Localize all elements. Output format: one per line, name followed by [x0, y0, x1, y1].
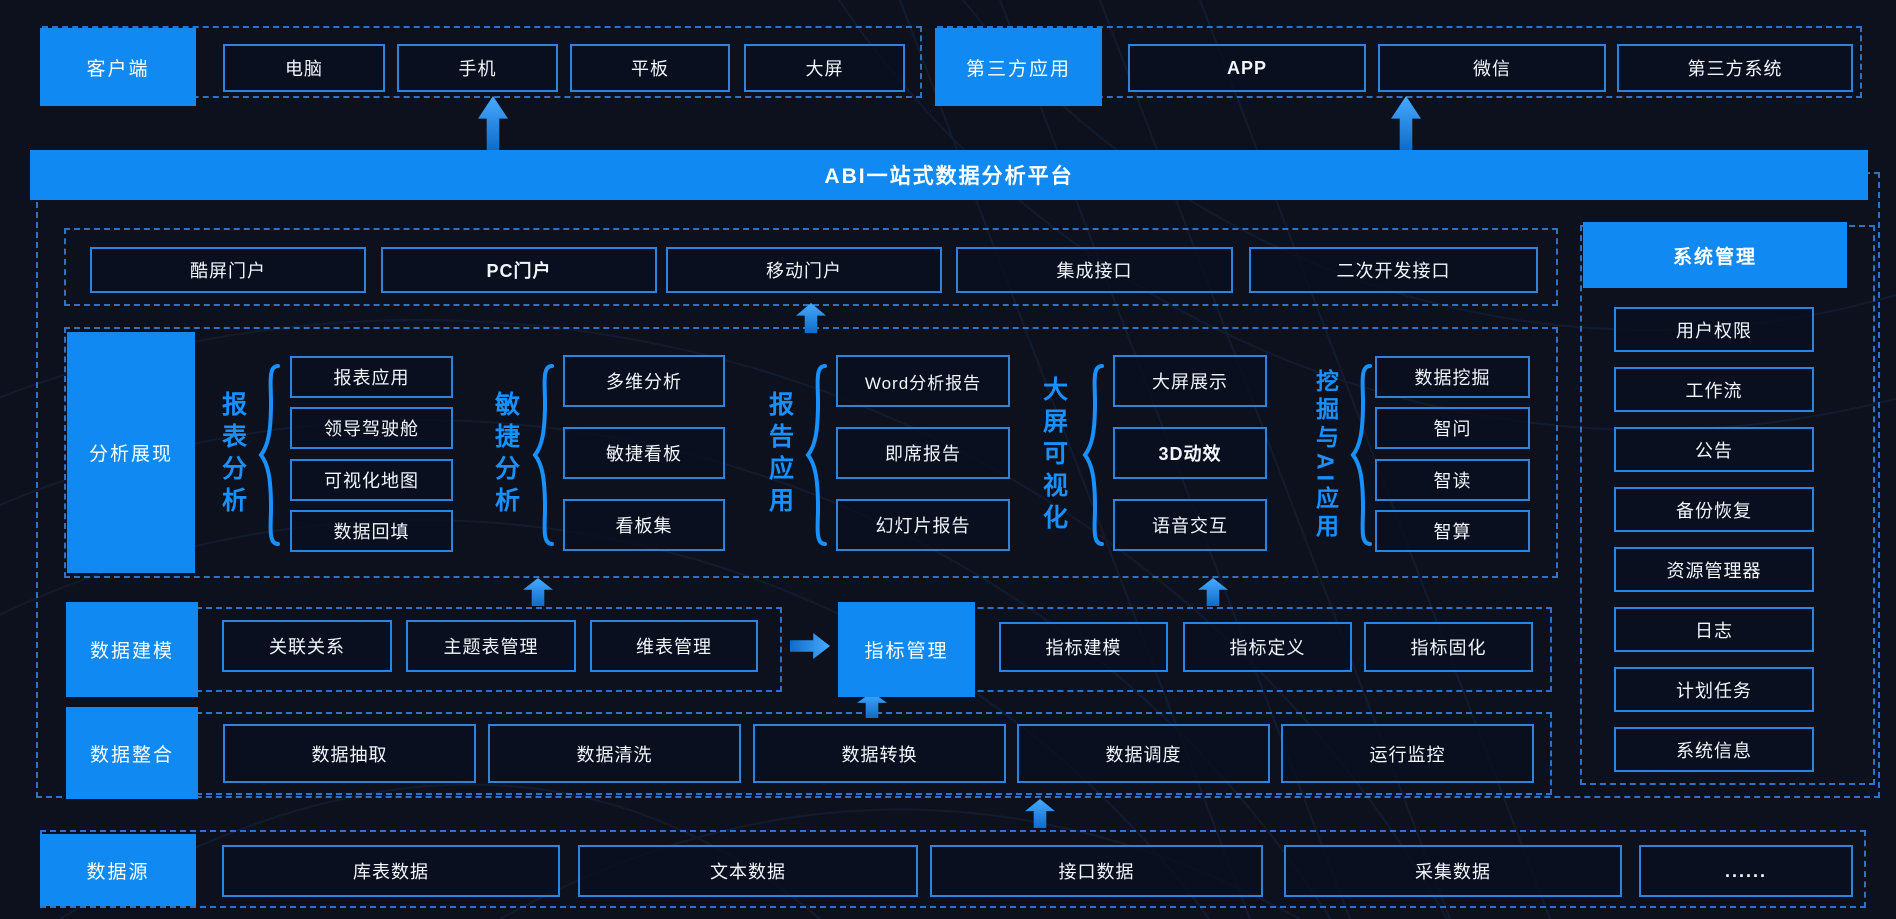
- indicator-item: 指标建模: [999, 622, 1168, 672]
- analysis-item: 语音交互: [1113, 499, 1267, 551]
- analysis-item: 幻灯片报告: [836, 499, 1010, 551]
- modeling-item: 关联关系: [222, 620, 392, 672]
- brace-icon: [532, 364, 554, 546]
- modeling-section-label: 数据建模: [66, 602, 198, 697]
- thirdparty-item-app: APP: [1128, 44, 1366, 92]
- client-item-bigscreen: 大屏: [744, 44, 905, 92]
- client-item-phone: 手机: [397, 44, 558, 92]
- system-item: 公告: [1614, 427, 1814, 472]
- analysis-group-bigscreen: 大屏可视化: [1039, 375, 1068, 536]
- thirdparty-group-label: 第三方应用: [935, 28, 1102, 106]
- analysis-group-agile: 敏捷分析: [491, 391, 520, 519]
- system-item: 用户权限: [1614, 307, 1814, 352]
- analysis-section-label: 分析展现: [67, 332, 195, 573]
- datasource-item-more: ......: [1639, 845, 1853, 897]
- client-group-label: 客户端: [40, 28, 196, 106]
- integration-item: 运行监控: [1281, 724, 1534, 783]
- indicator-item: 指标定义: [1183, 622, 1352, 672]
- analysis-group-ai: 挖掘与AI应用: [1312, 368, 1339, 542]
- analysis-item: 3D动效: [1113, 427, 1267, 479]
- datasource-item: 采集数据: [1284, 845, 1622, 897]
- integration-item: 数据抽取: [223, 724, 476, 783]
- portal-item-mobile: 移动门户: [666, 247, 942, 293]
- integration-section-label: 数据整合: [66, 707, 198, 799]
- integration-item: 数据转换: [753, 724, 1006, 783]
- modeling-item: 主题表管理: [406, 620, 576, 672]
- portal-item-coolscreen: 酷屏门户: [90, 247, 366, 293]
- integration-item: 数据调度: [1017, 724, 1270, 783]
- system-title: 系统管理: [1583, 222, 1847, 288]
- datasource-item: 接口数据: [930, 845, 1263, 897]
- platform-banner: ABI一站式数据分析平台: [30, 150, 1868, 200]
- analysis-item: 报表应用: [290, 356, 453, 398]
- analysis-item: 智算: [1375, 510, 1530, 552]
- datasource-section-label: 数据源: [40, 834, 196, 906]
- analysis-item: 多维分析: [563, 355, 725, 407]
- client-item-pc: 电脑: [223, 44, 385, 92]
- analysis-item: 即席报告: [836, 427, 1010, 479]
- analysis-item: 领导驾驶舱: [290, 407, 453, 449]
- analysis-item: 敏捷看板: [563, 427, 725, 479]
- analysis-item: 数据回填: [290, 510, 453, 552]
- analysis-group-report: 报表分析: [218, 391, 247, 519]
- analysis-item: 智问: [1375, 407, 1530, 449]
- system-item: 备份恢复: [1614, 487, 1814, 532]
- brace-icon: [1082, 364, 1104, 546]
- analysis-item: Word分析报告: [836, 355, 1010, 407]
- portal-item-integration: 集成接口: [956, 247, 1233, 293]
- analysis-item: 数据挖掘: [1375, 356, 1530, 398]
- brace-icon: [258, 364, 280, 546]
- analysis-item: 看板集: [563, 499, 725, 551]
- analysis-item: 智读: [1375, 459, 1530, 501]
- system-item: 工作流: [1614, 367, 1814, 412]
- brace-icon: [805, 364, 827, 546]
- system-item: 系统信息: [1614, 727, 1814, 772]
- indicator-item: 指标固化: [1364, 622, 1533, 672]
- analysis-group-reporting: 报告应用: [765, 391, 794, 519]
- modeling-item: 维表管理: [590, 620, 758, 672]
- client-item-tablet: 平板: [570, 44, 730, 92]
- portal-item-devapi: 二次开发接口: [1249, 247, 1538, 293]
- datasource-item: 库表数据: [222, 845, 560, 897]
- portal-item-pc: PC门户: [381, 247, 657, 293]
- thirdparty-item-external: 第三方系统: [1617, 44, 1853, 92]
- analysis-item: 可视化地图: [290, 459, 453, 501]
- system-item: 资源管理器: [1614, 547, 1814, 592]
- integration-item: 数据清洗: [488, 724, 741, 783]
- brace-icon: [1350, 364, 1372, 546]
- datasource-item: 文本数据: [578, 845, 918, 897]
- thirdparty-item-wechat: 微信: [1378, 44, 1606, 92]
- system-item: 日志: [1614, 607, 1814, 652]
- system-item: 计划任务: [1614, 667, 1814, 712]
- indicator-label: 指标管理: [838, 602, 975, 697]
- analysis-item: 大屏展示: [1113, 355, 1267, 407]
